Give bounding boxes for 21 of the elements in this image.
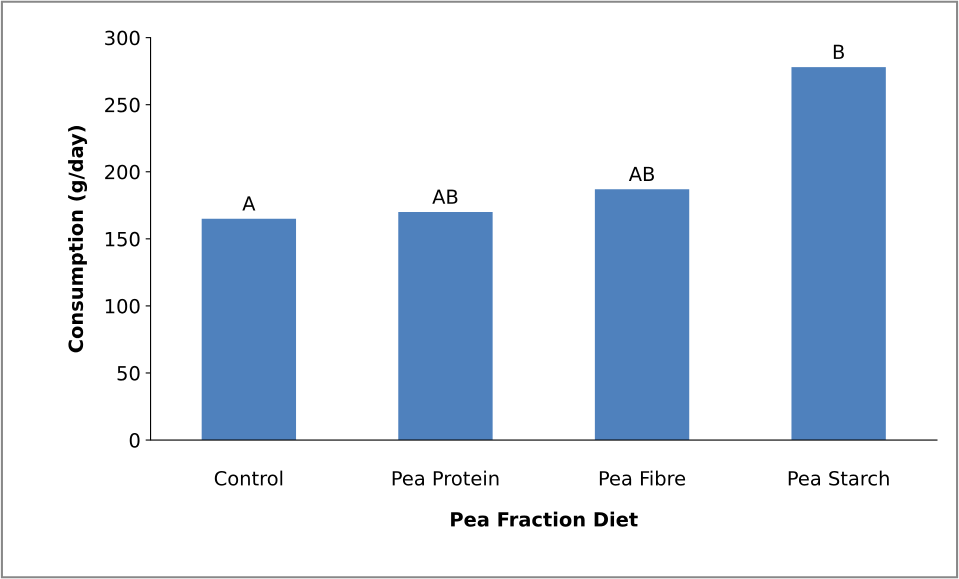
y-tick-label: 150: [106, 232, 140, 246]
x-tick-label: Pea Starch: [788, 470, 889, 486]
y-tick-label: 200: [105, 164, 140, 180]
bar: [594, 189, 690, 440]
x-tick-label: Pea Fibre: [600, 470, 686, 486]
bar: [791, 67, 886, 440]
annotation: AB: [432, 190, 458, 204]
y-tick-label: 0: [130, 432, 140, 448]
y-tick-label: 100: [106, 298, 140, 314]
y-tick-label: 300: [105, 30, 140, 46]
x-tick-label: Pea Protein: [392, 470, 498, 486]
bar: [398, 212, 493, 440]
x-axis-title: Pea Fraction Diet: [451, 512, 638, 527]
x-tick-label: Control: [214, 470, 282, 486]
annotation: A: [242, 196, 256, 211]
annotation: AB: [628, 166, 654, 181]
bar: [202, 218, 296, 440]
y-axis-title: Consumption (g/day): [68, 126, 88, 352]
annotation: B: [834, 44, 844, 59]
y-tick-label: 50: [118, 366, 140, 381]
y-tick-label: 250: [105, 98, 140, 112]
